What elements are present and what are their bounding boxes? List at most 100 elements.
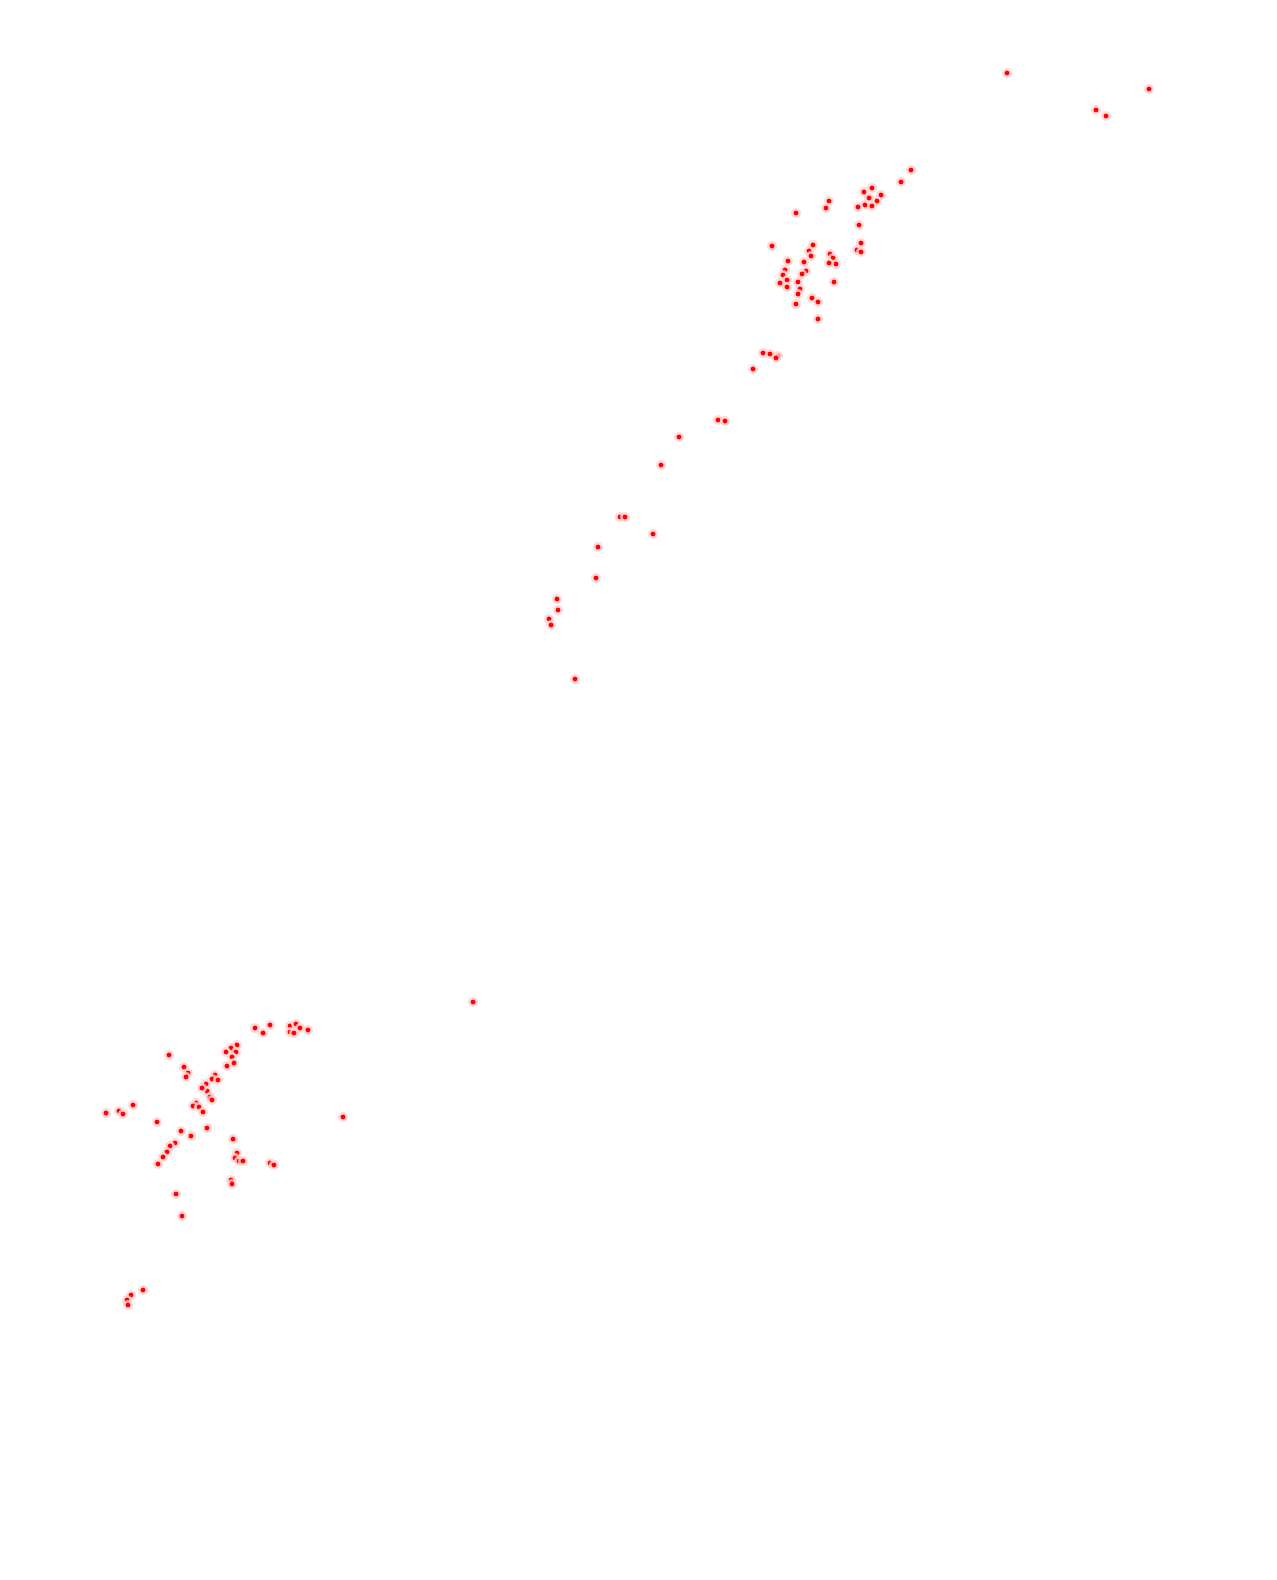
data-point bbox=[269, 1160, 279, 1170]
data-point bbox=[152, 1117, 162, 1127]
data-point-marker bbox=[271, 1162, 277, 1168]
data-point bbox=[906, 165, 916, 175]
data-point bbox=[674, 432, 684, 442]
data-point bbox=[813, 314, 823, 324]
data-point-marker bbox=[1103, 113, 1109, 119]
data-point-marker bbox=[230, 1136, 236, 1142]
data-point bbox=[867, 183, 877, 193]
data-point bbox=[468, 997, 478, 1007]
data-point-marker bbox=[166, 1052, 172, 1058]
data-point bbox=[648, 529, 658, 539]
data-point bbox=[793, 289, 803, 299]
data-point bbox=[176, 1126, 186, 1136]
data-point bbox=[797, 269, 807, 279]
data-point bbox=[591, 573, 601, 583]
data-point-marker bbox=[224, 1063, 230, 1069]
data-point-marker bbox=[470, 999, 476, 1005]
data-point-marker bbox=[548, 622, 554, 628]
data-point-marker bbox=[861, 189, 867, 195]
data-point bbox=[265, 1020, 275, 1030]
data-point bbox=[896, 177, 906, 187]
data-point bbox=[138, 1285, 148, 1295]
data-point bbox=[164, 1050, 174, 1060]
data-point-marker bbox=[858, 249, 864, 255]
data-point bbox=[202, 1123, 212, 1133]
data-point-marker bbox=[793, 210, 799, 216]
data-point-marker bbox=[760, 350, 766, 356]
data-point-marker bbox=[784, 277, 790, 283]
data-point bbox=[570, 674, 580, 684]
data-point bbox=[829, 277, 839, 287]
data-point-marker bbox=[200, 1109, 206, 1115]
data-point-marker bbox=[810, 242, 816, 248]
data-point-marker bbox=[862, 202, 868, 208]
data-point-marker bbox=[267, 1022, 273, 1028]
data-point bbox=[197, 1083, 207, 1093]
data-point-marker bbox=[1093, 107, 1099, 113]
data-point-marker bbox=[209, 1097, 215, 1103]
data-point bbox=[791, 299, 801, 309]
data-point-marker bbox=[173, 1191, 179, 1197]
data-point-marker bbox=[178, 1128, 184, 1134]
data-point-marker bbox=[793, 301, 799, 307]
data-point bbox=[799, 257, 809, 267]
data-point bbox=[748, 364, 758, 374]
data-point bbox=[123, 1300, 133, 1310]
data-point-marker bbox=[155, 1161, 161, 1167]
data-point bbox=[153, 1159, 163, 1169]
data-point bbox=[720, 416, 730, 426]
data-point-marker bbox=[908, 167, 914, 173]
data-point-marker bbox=[297, 1025, 303, 1031]
data-point-marker bbox=[815, 316, 821, 322]
data-point-marker bbox=[199, 1085, 205, 1091]
data-point bbox=[553, 605, 563, 615]
data-point-marker bbox=[750, 366, 756, 372]
data-point-marker bbox=[555, 607, 561, 613]
data-point bbox=[181, 1072, 191, 1082]
data-point bbox=[593, 542, 603, 552]
data-point-marker bbox=[234, 1042, 240, 1048]
data-point-marker bbox=[831, 279, 837, 285]
data-point bbox=[853, 202, 863, 212]
data-point-marker bbox=[340, 1114, 346, 1120]
data-point bbox=[250, 1023, 260, 1033]
data-point bbox=[782, 282, 792, 292]
data-point-marker bbox=[229, 1181, 235, 1187]
data-point-marker bbox=[1146, 86, 1152, 92]
data-point-marker bbox=[799, 271, 805, 277]
data-point-marker bbox=[595, 544, 601, 550]
data-point bbox=[1101, 111, 1111, 121]
data-point-marker bbox=[622, 514, 628, 520]
data-point-marker bbox=[858, 240, 864, 246]
data-point bbox=[186, 1131, 196, 1141]
data-point bbox=[101, 1108, 111, 1118]
data-point-marker bbox=[773, 355, 779, 361]
data-point-marker bbox=[676, 434, 682, 440]
data-point bbox=[198, 1107, 208, 1117]
data-point bbox=[1002, 68, 1012, 78]
data-point bbox=[158, 1152, 168, 1162]
data-point-marker bbox=[240, 1158, 246, 1164]
data-point bbox=[222, 1061, 232, 1071]
data-point-marker bbox=[204, 1125, 210, 1131]
data-point bbox=[867, 201, 877, 211]
data-point-marker bbox=[869, 185, 875, 191]
data-point bbox=[656, 460, 666, 470]
data-point-marker bbox=[801, 259, 807, 265]
data-point-marker bbox=[784, 284, 790, 290]
data-point-marker bbox=[855, 204, 861, 210]
data-point-marker bbox=[252, 1025, 258, 1031]
data-point-marker bbox=[785, 258, 791, 264]
data-point bbox=[207, 1095, 217, 1105]
data-point bbox=[771, 353, 781, 363]
data-point-marker bbox=[188, 1133, 194, 1139]
scatter-points bbox=[101, 68, 1154, 1310]
data-point-marker bbox=[874, 198, 880, 204]
data-point bbox=[856, 247, 866, 257]
data-point-marker bbox=[823, 205, 829, 211]
data-point-marker bbox=[795, 279, 801, 285]
data-point bbox=[1144, 84, 1154, 94]
data-point-marker bbox=[808, 253, 814, 259]
data-point bbox=[171, 1189, 181, 1199]
